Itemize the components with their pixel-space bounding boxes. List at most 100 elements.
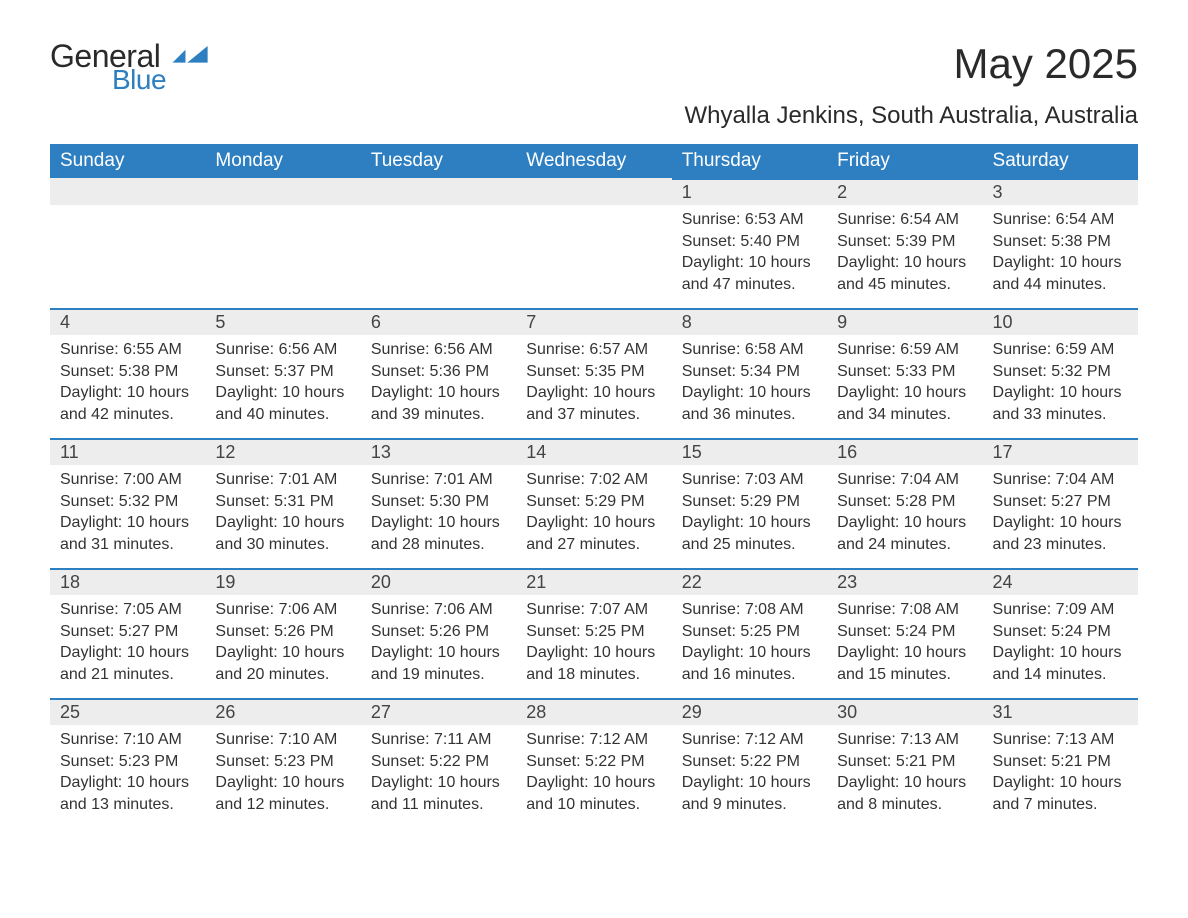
sunrise-line: Sunrise: 7:10 AM (215, 729, 350, 751)
day-wrap: 7Sunrise: 6:57 AMSunset: 5:35 PMDaylight… (516, 308, 671, 435)
sunrise-line: Sunrise: 7:02 AM (526, 469, 661, 491)
daylight-line: Daylight: 10 hours and 37 minutes. (526, 382, 661, 425)
sunset-line: Sunset: 5:27 PM (993, 491, 1128, 513)
day-wrap: 2Sunrise: 6:54 AMSunset: 5:39 PMDaylight… (827, 178, 982, 305)
day-body: Sunrise: 7:12 AMSunset: 5:22 PMDaylight:… (516, 725, 671, 825)
day-body: Sunrise: 7:13 AMSunset: 5:21 PMDaylight:… (983, 725, 1138, 825)
calendar-cell: 30Sunrise: 7:13 AMSunset: 5:21 PMDayligh… (827, 698, 982, 828)
calendar-cell: 26Sunrise: 7:10 AMSunset: 5:23 PMDayligh… (205, 698, 360, 828)
sunrise-line: Sunrise: 6:54 AM (837, 209, 972, 231)
day-number: 18 (50, 570, 205, 595)
day-number: 12 (205, 440, 360, 465)
day-body: Sunrise: 7:05 AMSunset: 5:27 PMDaylight:… (50, 595, 205, 695)
day-wrap: 8Sunrise: 6:58 AMSunset: 5:34 PMDaylight… (672, 308, 827, 435)
sunrise-line: Sunrise: 7:07 AM (526, 599, 661, 621)
sunrise-line: Sunrise: 7:13 AM (837, 729, 972, 751)
sunset-line: Sunset: 5:23 PM (60, 751, 195, 773)
sunset-line: Sunset: 5:30 PM (371, 491, 506, 513)
daylight-line: Daylight: 10 hours and 30 minutes. (215, 512, 350, 555)
sunset-line: Sunset: 5:37 PM (215, 361, 350, 383)
sunrise-line: Sunrise: 7:12 AM (682, 729, 817, 751)
calendar-cell: 5Sunrise: 6:56 AMSunset: 5:37 PMDaylight… (205, 308, 360, 438)
day-number: 15 (672, 440, 827, 465)
day-number: 6 (361, 310, 516, 335)
day-number: 30 (827, 700, 982, 725)
sunrise-line: Sunrise: 6:57 AM (526, 339, 661, 361)
day-body: Sunrise: 6:59 AMSunset: 5:33 PMDaylight:… (827, 335, 982, 435)
daylight-line: Daylight: 10 hours and 20 minutes. (215, 642, 350, 685)
weekday-header: Saturday (983, 144, 1138, 178)
weekday-header: Sunday (50, 144, 205, 178)
day-body: Sunrise: 7:08 AMSunset: 5:25 PMDaylight:… (672, 595, 827, 695)
day-body: Sunrise: 6:55 AMSunset: 5:38 PMDaylight:… (50, 335, 205, 435)
daylight-line: Daylight: 10 hours and 7 minutes. (993, 772, 1128, 815)
calendar-cell: 21Sunrise: 7:07 AMSunset: 5:25 PMDayligh… (516, 568, 671, 698)
calendar-cell: 15Sunrise: 7:03 AMSunset: 5:29 PMDayligh… (672, 438, 827, 568)
calendar-cell: 29Sunrise: 7:12 AMSunset: 5:22 PMDayligh… (672, 698, 827, 828)
day-body: Sunrise: 7:09 AMSunset: 5:24 PMDaylight:… (983, 595, 1138, 695)
day-wrap: 14Sunrise: 7:02 AMSunset: 5:29 PMDayligh… (516, 438, 671, 565)
daylight-line: Daylight: 10 hours and 16 minutes. (682, 642, 817, 685)
day-number: 5 (205, 310, 360, 335)
sunset-line: Sunset: 5:38 PM (993, 231, 1128, 253)
day-body: Sunrise: 7:11 AMSunset: 5:22 PMDaylight:… (361, 725, 516, 825)
sunrise-line: Sunrise: 6:56 AM (371, 339, 506, 361)
daylight-line: Daylight: 10 hours and 13 minutes. (60, 772, 195, 815)
daylight-line: Daylight: 10 hours and 42 minutes. (60, 382, 195, 425)
brand-logo: General Blue (50, 40, 210, 94)
day-body: Sunrise: 6:58 AMSunset: 5:34 PMDaylight:… (672, 335, 827, 435)
calendar-cell: 14Sunrise: 7:02 AMSunset: 5:29 PMDayligh… (516, 438, 671, 568)
sunrise-line: Sunrise: 7:05 AM (60, 599, 195, 621)
sunrise-line: Sunrise: 6:59 AM (993, 339, 1128, 361)
calendar-header-row: SundayMondayTuesdayWednesdayThursdayFrid… (50, 144, 1138, 178)
day-body: Sunrise: 7:06 AMSunset: 5:26 PMDaylight:… (361, 595, 516, 695)
day-wrap: 26Sunrise: 7:10 AMSunset: 5:23 PMDayligh… (205, 698, 360, 825)
calendar-row: 4Sunrise: 6:55 AMSunset: 5:38 PMDaylight… (50, 308, 1138, 438)
sunrise-line: Sunrise: 7:06 AM (215, 599, 350, 621)
weekday-header: Tuesday (361, 144, 516, 178)
sunrise-line: Sunrise: 6:56 AM (215, 339, 350, 361)
day-number: 8 (672, 310, 827, 335)
daylight-line: Daylight: 10 hours and 39 minutes. (371, 382, 506, 425)
day-number: 29 (672, 700, 827, 725)
daylight-line: Daylight: 10 hours and 11 minutes. (371, 772, 506, 815)
day-number: 21 (516, 570, 671, 595)
day-wrap: 10Sunrise: 6:59 AMSunset: 5:32 PMDayligh… (983, 308, 1138, 435)
day-body: Sunrise: 7:03 AMSunset: 5:29 PMDaylight:… (672, 465, 827, 565)
calendar-cell: 4Sunrise: 6:55 AMSunset: 5:38 PMDaylight… (50, 308, 205, 438)
day-body: Sunrise: 7:04 AMSunset: 5:27 PMDaylight:… (983, 465, 1138, 565)
daylight-line: Daylight: 10 hours and 36 minutes. (682, 382, 817, 425)
day-wrap: 22Sunrise: 7:08 AMSunset: 5:25 PMDayligh… (672, 568, 827, 695)
sunrise-line: Sunrise: 7:04 AM (993, 469, 1128, 491)
daylight-line: Daylight: 10 hours and 15 minutes. (837, 642, 972, 685)
day-number: 24 (983, 570, 1138, 595)
calendar-cell: 9Sunrise: 6:59 AMSunset: 5:33 PMDaylight… (827, 308, 982, 438)
day-number: 19 (205, 570, 360, 595)
calendar-cell: 19Sunrise: 7:06 AMSunset: 5:26 PMDayligh… (205, 568, 360, 698)
day-body: Sunrise: 7:02 AMSunset: 5:29 PMDaylight:… (516, 465, 671, 565)
calendar-cell: 31Sunrise: 7:13 AMSunset: 5:21 PMDayligh… (983, 698, 1138, 828)
sunset-line: Sunset: 5:35 PM (526, 361, 661, 383)
daylight-line: Daylight: 10 hours and 23 minutes. (993, 512, 1128, 555)
sunrise-line: Sunrise: 7:03 AM (682, 469, 817, 491)
sunset-line: Sunset: 5:32 PM (60, 491, 195, 513)
day-body: Sunrise: 6:57 AMSunset: 5:35 PMDaylight:… (516, 335, 671, 435)
sunset-line: Sunset: 5:40 PM (682, 231, 817, 253)
sunrise-line: Sunrise: 7:01 AM (215, 469, 350, 491)
calendar-cell (361, 178, 516, 308)
calendar-cell: 23Sunrise: 7:08 AMSunset: 5:24 PMDayligh… (827, 568, 982, 698)
header: General Blue May 2025 (50, 40, 1138, 94)
sunset-line: Sunset: 5:38 PM (60, 361, 195, 383)
sunset-line: Sunset: 5:25 PM (526, 621, 661, 643)
calendar-cell: 13Sunrise: 7:01 AMSunset: 5:30 PMDayligh… (361, 438, 516, 568)
sunset-line: Sunset: 5:26 PM (371, 621, 506, 643)
sunset-line: Sunset: 5:22 PM (682, 751, 817, 773)
calendar-cell: 17Sunrise: 7:04 AMSunset: 5:27 PMDayligh… (983, 438, 1138, 568)
sunset-line: Sunset: 5:24 PM (837, 621, 972, 643)
calendar-cell: 28Sunrise: 7:12 AMSunset: 5:22 PMDayligh… (516, 698, 671, 828)
day-wrap: 25Sunrise: 7:10 AMSunset: 5:23 PMDayligh… (50, 698, 205, 825)
daylight-line: Daylight: 10 hours and 33 minutes. (993, 382, 1128, 425)
day-body: Sunrise: 6:56 AMSunset: 5:37 PMDaylight:… (205, 335, 360, 435)
daylight-line: Daylight: 10 hours and 44 minutes. (993, 252, 1128, 295)
sunset-line: Sunset: 5:34 PM (682, 361, 817, 383)
